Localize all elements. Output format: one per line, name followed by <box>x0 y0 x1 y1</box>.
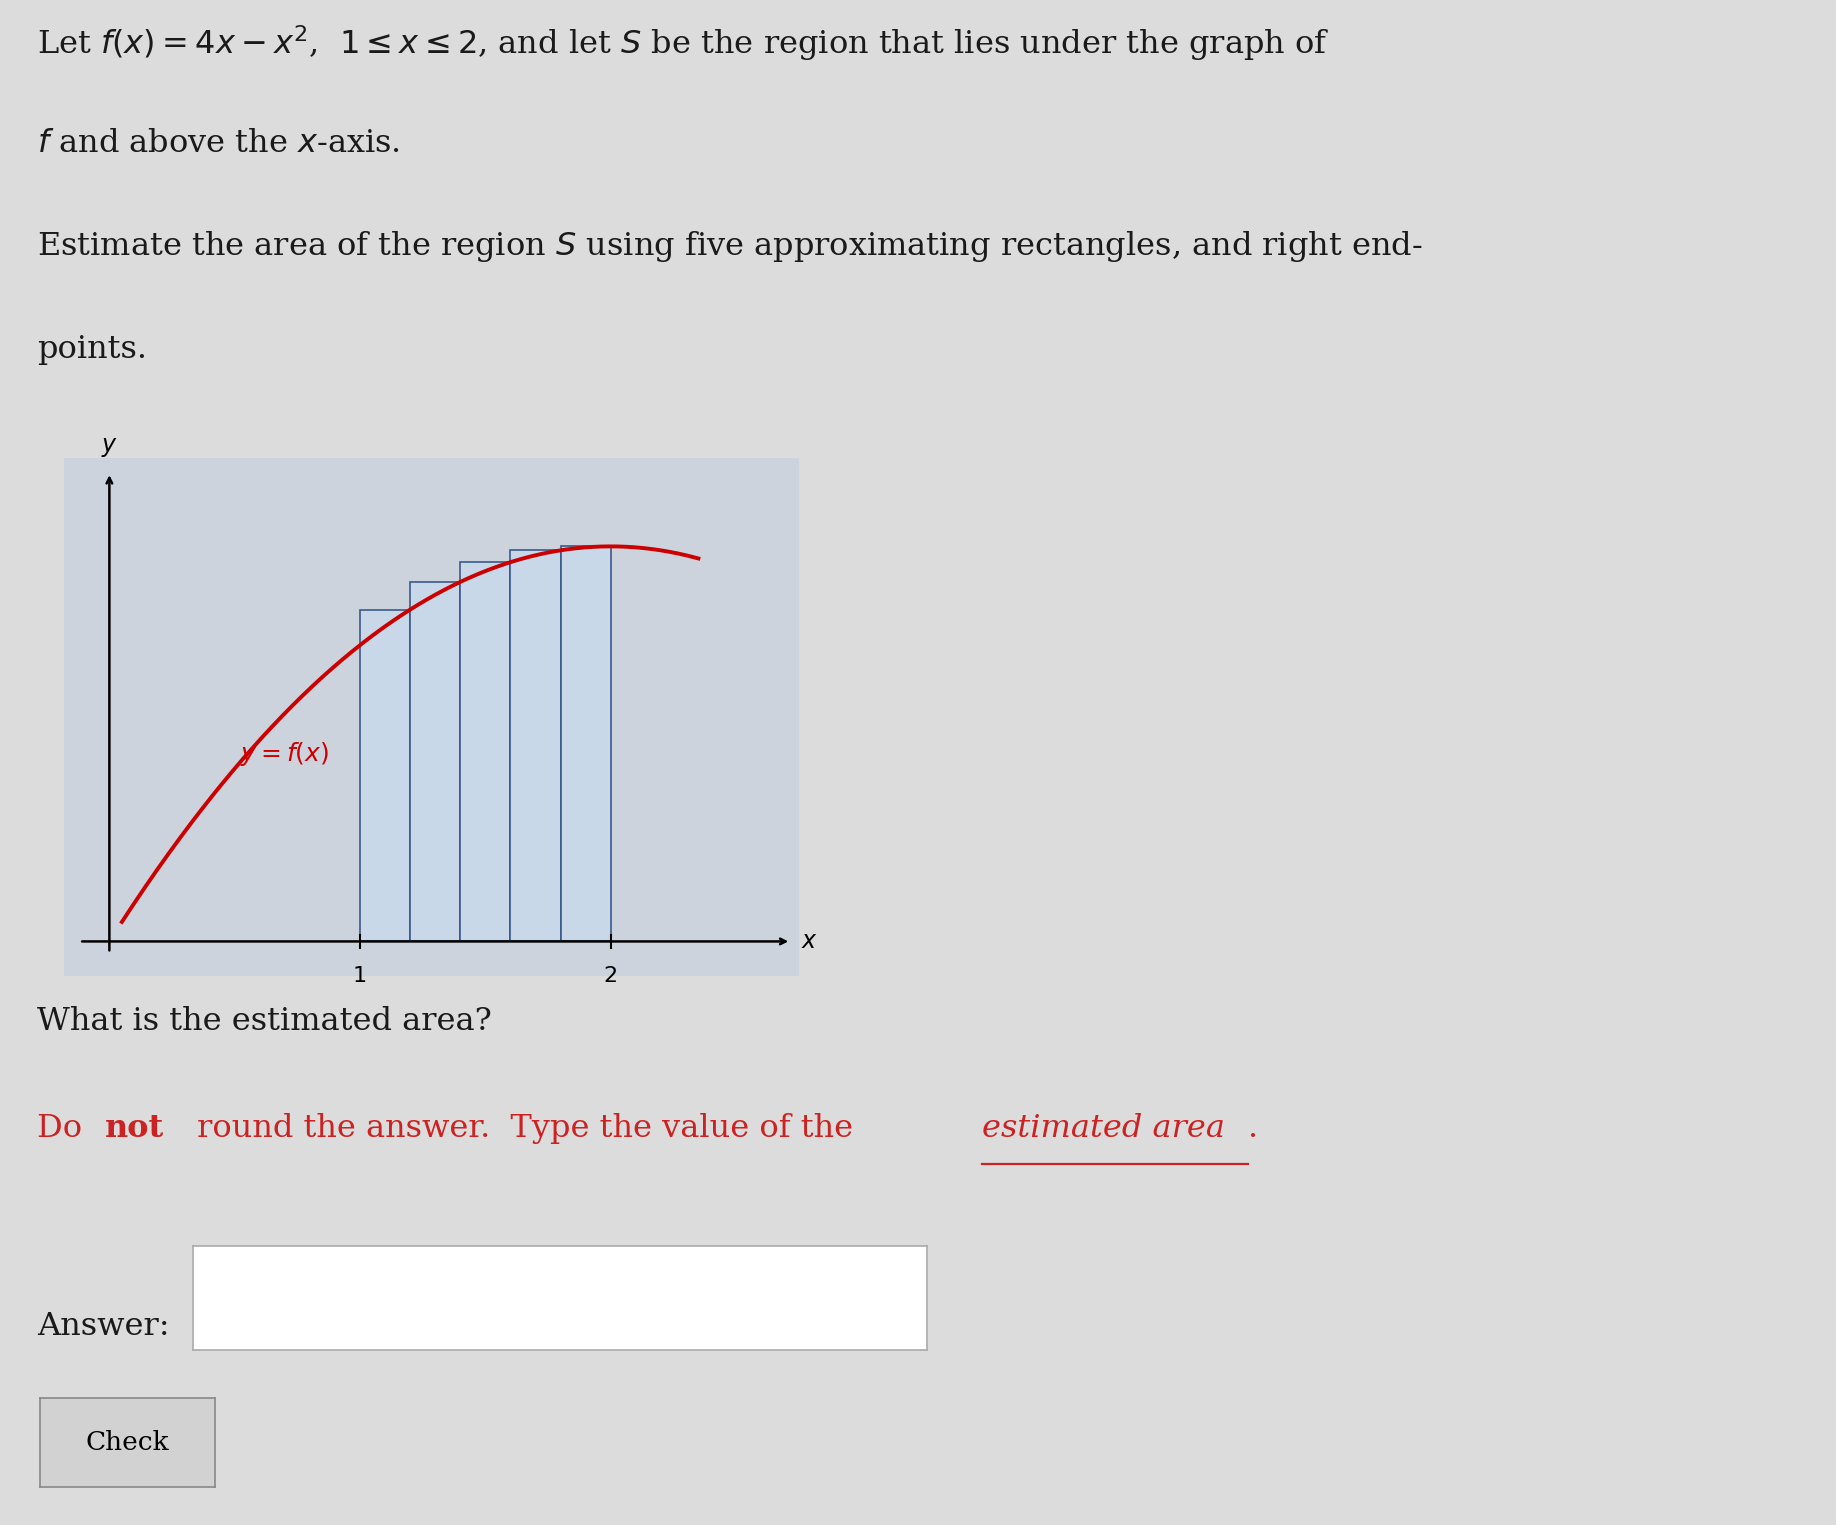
Text: .: . <box>1248 1113 1259 1144</box>
Text: not: not <box>105 1113 163 1144</box>
Text: $y = f(x)$: $y = f(x)$ <box>241 740 329 767</box>
Text: $y$: $y$ <box>101 436 118 459</box>
Text: estimated area: estimated area <box>982 1113 1225 1144</box>
Text: Answer:: Answer: <box>37 1310 169 1342</box>
Text: round the answer.  Type the value of the: round the answer. Type the value of the <box>187 1113 863 1144</box>
Text: Let $f(x) = 4x - x^2$,  $1 \leq x \leq 2$, and let $S$ be the region that lies u: Let $f(x) = 4x - x^2$, $1 \leq x \leq 2$… <box>37 23 1329 63</box>
Text: 2: 2 <box>604 967 617 987</box>
Text: 1: 1 <box>353 967 367 987</box>
Bar <box>360 610 409 941</box>
Text: Check: Check <box>86 1430 169 1455</box>
Bar <box>510 551 560 941</box>
Bar <box>461 563 510 941</box>
Bar <box>560 546 611 941</box>
Text: What is the estimated area?: What is the estimated area? <box>37 1006 492 1037</box>
Text: Do: Do <box>37 1113 92 1144</box>
Text: Estimate the area of the region $S$ using five approximating rectangles, and rig: Estimate the area of the region $S$ usin… <box>37 229 1423 264</box>
Text: $f$ and above the $x$-axis.: $f$ and above the $x$-axis. <box>37 128 400 159</box>
Bar <box>409 583 461 941</box>
Text: points.: points. <box>37 334 147 364</box>
Text: $x$: $x$ <box>800 929 819 953</box>
